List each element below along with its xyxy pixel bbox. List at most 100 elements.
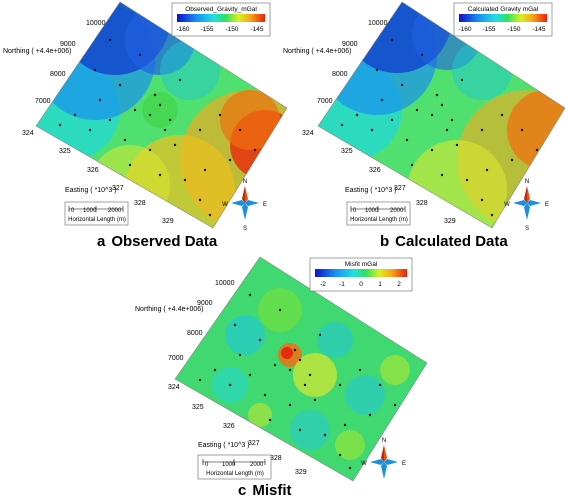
colorbar-tick: 1 [378,281,382,288]
colorbar-tick: -160 [458,26,471,33]
compass-e: E [402,461,406,467]
northing-tick: 8000 [332,71,348,78]
colorbar-tick: -145 [250,26,263,33]
colorbar-tick: -2 [320,281,326,288]
easting-tick: 327 [248,440,260,447]
easting-tick: 324 [302,130,314,137]
colorbar-tick: -160 [176,26,189,33]
compass-e: E [545,202,549,208]
northing-label: Northing ( +4.4e+006) [135,306,204,313]
northing-tick: 10000 [215,280,235,287]
northing-tick: 9000 [60,41,76,48]
easting-tick: 326 [223,423,235,430]
colorbar-tick: -150 [225,26,238,33]
compass-s: S [525,226,529,232]
compass-s: S [243,226,247,232]
northing-label: Northing ( +4.4e+006) [283,48,352,55]
easting-tick: 328 [270,455,282,462]
easting-tick: 329 [444,218,456,225]
caption-text: Observed Data [111,233,218,250]
compass-n: N [525,179,529,185]
easting-tick: 326 [369,167,381,174]
caption-text: Misfit [252,482,292,499]
easting-tick: 328 [134,200,146,207]
scale-label: Horizontal Length (m) [206,471,264,477]
colorbar-tick: -145 [532,26,545,33]
easting-tick: 328 [416,200,428,207]
scale-tick: 1000 [83,208,97,214]
northing-tick: 10000 [368,20,388,27]
easting-tick: 325 [59,148,71,155]
caption-text: Calculated Data [395,233,508,250]
colorbar-gradient [459,14,547,22]
easting-label: Easting ( *10^3 ) [198,442,250,449]
station-points [340,38,539,217]
easting-tick: 327 [112,185,124,192]
easting-label: Easting ( *10^3 ) [345,187,397,194]
easting-tick: 325 [341,148,353,155]
easting-tick: 324 [22,130,34,137]
caption-c: c Misfit [238,482,292,499]
scale-tick: 1000 [222,462,236,468]
colorbar-tick: -155 [482,26,495,33]
scale-tick: 1000 [365,208,379,214]
compass-w: W [222,202,228,208]
northing-tick: 8000 [50,71,66,78]
colorbar-tick: -1 [339,281,345,288]
northing-tick: 9000 [197,300,213,307]
colorbar-tick: 2 [397,281,401,288]
compass-icon: N S E W [504,179,549,232]
compass-w: W [361,461,367,467]
station-points [58,38,257,217]
colorbar-title: Misfit mGal [345,261,378,268]
compass-icon: N S E W [222,179,267,232]
northing-tick: 7000 [35,98,51,105]
misfit-map [174,256,428,482]
compass-icon: N S E W [361,438,406,479]
colorbar-gradient [315,269,407,277]
colorbar: Calculated Gravity mGal -160 -155 -150 -… [453,2,553,37]
easting-tick: 327 [394,185,406,192]
caption-letter: b [380,233,390,250]
scale-tick: 2000 [108,208,122,214]
easting-label: Easting ( *10^3 ) [65,187,117,194]
colorbar-tick: 0 [359,281,363,288]
northing-tick: 10000 [86,20,106,27]
northing-tick: 8000 [187,330,203,337]
northing-label: Northing ( +4.4e+006) [3,48,72,55]
colorbar: Observed_Gravity_mGal -160 -155 -150 -14… [171,2,271,37]
caption-b: b Calculated Data [380,233,508,250]
caption-letter: a [97,233,106,250]
compass-e: E [263,202,267,208]
compass-n: N [382,438,386,444]
scale-label: Horizontal Length (m) [350,217,408,223]
scale-bar: 0 1000 2000 Horizontal Length (m) [346,201,411,226]
compass-n: N [243,179,247,185]
colorbar: Misfit mGal -2 -1 0 1 2 [309,257,413,292]
scale-tick: 2000 [390,208,404,214]
scale-bar: 0 1000 2000 Horizontal Length (m) [197,454,272,480]
northing-tick: 7000 [168,355,184,362]
colorbar-tick: -155 [200,26,213,33]
colorbar-tick: -150 [507,26,520,33]
colorbar-title: Observed_Gravity_mGal [185,6,257,13]
northing-tick: 9000 [342,41,358,48]
easting-tick: 329 [295,469,307,476]
panel-observed-data: Observed_Gravity_mGal -160 -155 -150 -14… [3,1,288,232]
caption-a: a Observed Data [97,233,217,250]
easting-tick: 324 [168,384,180,391]
station-points [198,293,397,470]
scale-bar: 0 1000 2000 Horizontal Length (m) [64,201,129,226]
scale-tick: 0 [353,208,357,214]
easting-tick: 326 [87,167,99,174]
colorbar-gradient [177,14,265,22]
panel-misfit: Misfit mGal -2 -1 0 1 2 Northing ( +4.4e… [135,256,428,482]
scale-tick: 2000 [250,462,264,468]
caption-letter: c [238,482,247,499]
scale-tick: 0 [71,208,75,214]
easting-tick: 329 [162,218,174,225]
northing-tick: 7000 [317,98,333,105]
panel-calculated-data: Calculated Gravity mGal -160 -155 -150 -… [283,1,566,232]
scale-label: Horizontal Length (m) [68,217,126,223]
easting-tick: 325 [192,404,204,411]
